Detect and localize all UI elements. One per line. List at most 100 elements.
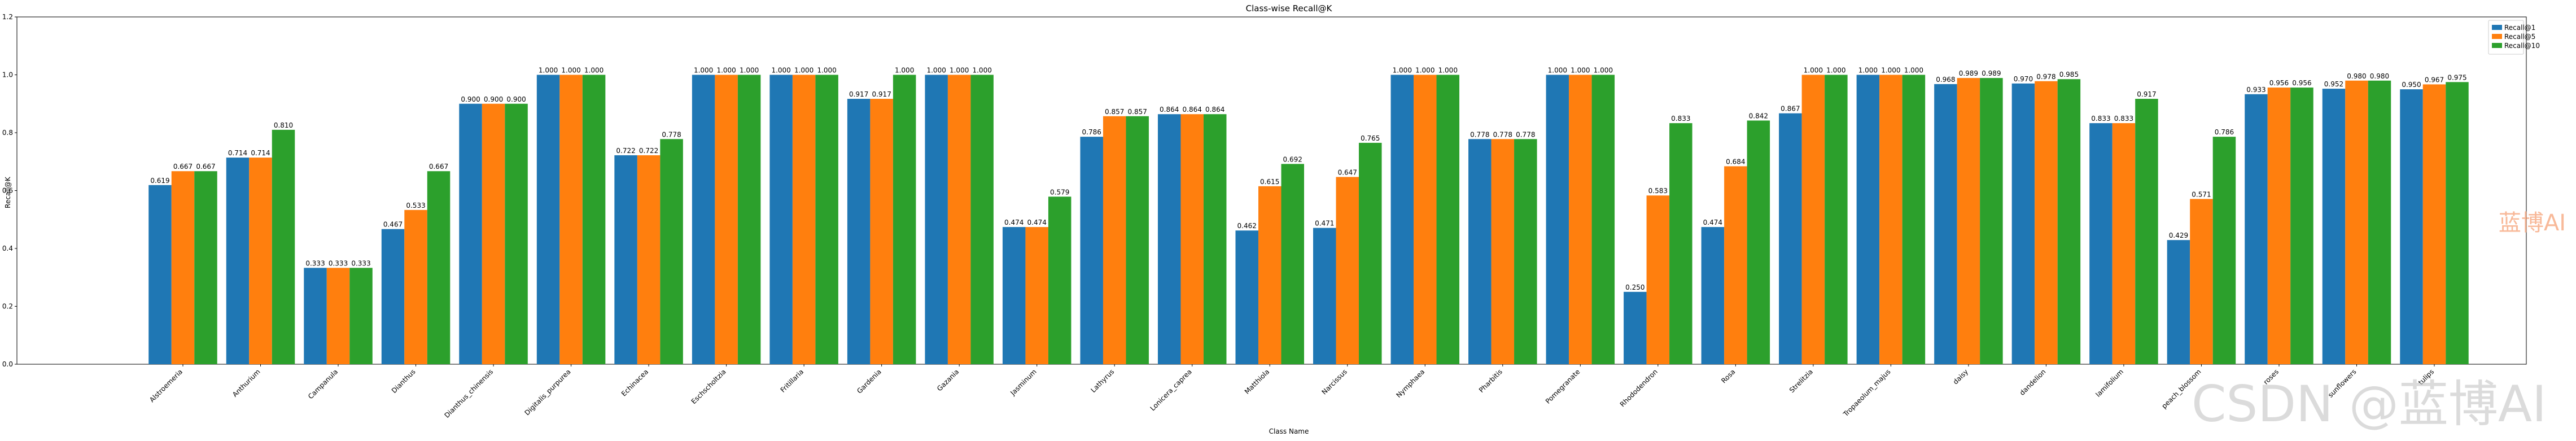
bar [272, 129, 295, 364]
bar [1048, 197, 1071, 364]
bar [1591, 75, 1615, 364]
data-label: 0.857 [1128, 108, 1147, 116]
y-tick-label: 1.2 [2, 13, 13, 21]
data-label: 1.000 [561, 67, 580, 75]
x-tick-label: Lonicera_caprea [1149, 368, 1193, 412]
bar [815, 75, 838, 364]
bar [970, 75, 994, 364]
bar [893, 75, 916, 364]
bar [1779, 113, 1802, 364]
data-label: 0.462 [1237, 222, 1257, 230]
data-label: 1.000 [1594, 67, 1613, 75]
bar [847, 99, 871, 364]
data-label: 0.985 [2059, 71, 2079, 78]
bar [2290, 88, 2313, 365]
legend-swatch [2492, 25, 2502, 30]
data-label: 0.967 [2425, 76, 2444, 84]
data-label: 0.583 [1648, 187, 1668, 195]
legend-entry: Recall@5 [2504, 33, 2535, 41]
data-label: 0.900 [506, 95, 526, 103]
data-label: 1.000 [1548, 67, 1567, 75]
data-label: 1.000 [539, 67, 558, 75]
bar [2446, 82, 2469, 364]
legend-swatch [2492, 43, 2502, 48]
x-tick-label: Rosa [1720, 368, 1737, 385]
bar [1126, 116, 1149, 364]
bar [660, 139, 683, 364]
bar [1669, 123, 1692, 364]
data-label: 0.900 [484, 95, 503, 103]
data-label: 0.333 [329, 259, 348, 267]
data-label: 0.956 [2269, 79, 2289, 87]
bar [559, 75, 583, 364]
data-label: 1.000 [1393, 67, 1412, 75]
bar [171, 171, 195, 364]
bar [1646, 195, 1670, 364]
data-label: 0.833 [2114, 115, 2133, 123]
bar [1359, 142, 1382, 364]
bar [1203, 114, 1227, 364]
bar [2267, 88, 2291, 365]
data-label: 1.000 [740, 67, 759, 75]
bar [2212, 137, 2236, 365]
data-label: 0.968 [1936, 76, 1955, 84]
bar [2011, 83, 2035, 364]
data-label: 0.692 [1283, 155, 1302, 163]
bar [870, 99, 893, 364]
bar [349, 268, 373, 364]
bar [505, 103, 528, 364]
data-label: 0.667 [173, 163, 193, 171]
bar [792, 75, 816, 364]
data-label: 0.842 [1749, 112, 1768, 120]
data-label: 0.714 [251, 149, 270, 157]
data-label: 0.571 [2192, 190, 2211, 198]
data-label: 1.000 [716, 67, 736, 75]
data-label: 0.778 [1493, 130, 1512, 138]
data-label: 0.667 [196, 163, 215, 171]
x-axis: Alstroemeria Anthurium Campanula Dianthus Di… [148, 364, 2435, 420]
x-tick-label: Digitalis_purpurea [523, 368, 572, 417]
data-label: 0.714 [228, 149, 247, 157]
data-label: 0.667 [429, 163, 448, 171]
bar [1180, 114, 1204, 364]
y-tick-label: 0.4 [2, 244, 13, 252]
bar [2400, 89, 2423, 364]
data-label: 0.647 [1338, 168, 1357, 176]
x-tick-label: Echinacea [620, 368, 650, 398]
data-label: 0.722 [639, 147, 658, 155]
bar [1313, 228, 1336, 364]
bar [536, 75, 560, 364]
bar [2057, 79, 2081, 364]
bar [1801, 75, 1825, 364]
data-label: 1.000 [1415, 67, 1434, 75]
data-label: 0.900 [461, 95, 480, 103]
data-label: 0.579 [1050, 188, 1069, 196]
bar [1624, 291, 1647, 364]
x-tick-label: Tropaeolum_majus [1842, 368, 1892, 418]
bar [1025, 227, 1048, 364]
x-tick-label: Strelitzia [1788, 368, 1814, 394]
data-label: 0.978 [2036, 73, 2055, 81]
x-tick-label: Matthiola [1243, 368, 1271, 396]
x-tick-label: Nymphaea [1394, 368, 1426, 399]
bar [226, 158, 250, 364]
bar [1390, 75, 1414, 364]
chart-title: Class-wise Recall@K [1246, 3, 1333, 14]
data-label: 0.474 [1027, 219, 1047, 226]
x-tick-label: Alstroemeria [148, 368, 184, 404]
bar [1879, 75, 1903, 364]
bar [1103, 116, 1126, 364]
bar [1436, 75, 1460, 364]
bar [1747, 120, 1770, 364]
data-label: 0.778 [1516, 130, 1535, 138]
legend-entry: Recall@1 [2504, 24, 2535, 32]
legend-entry: Recall@10 [2504, 42, 2540, 50]
data-label: 1.000 [584, 67, 603, 75]
data-label: 0.474 [1004, 219, 1024, 226]
data-label: 0.917 [2137, 90, 2156, 98]
data-label: 0.970 [2014, 75, 2033, 83]
data-label: 0.980 [2347, 72, 2366, 80]
bar [1235, 230, 1258, 364]
x-tick-label: Pharbitis [1477, 368, 1504, 394]
